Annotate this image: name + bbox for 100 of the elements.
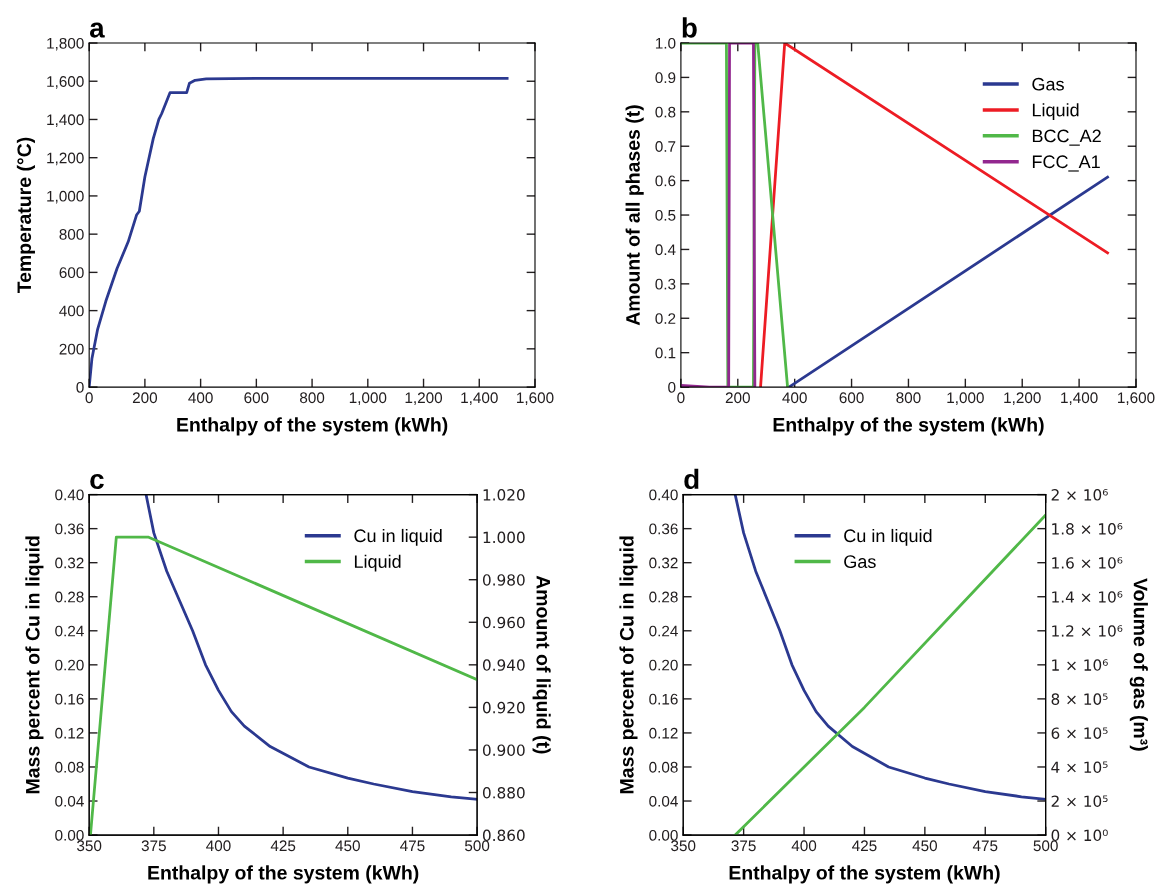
y-tick-label: 800 bbox=[59, 229, 84, 240]
y-tick-label: 0.28 bbox=[649, 591, 678, 603]
y2-tick-label: 0.900 bbox=[482, 744, 525, 756]
y-tick-label: 0.12 bbox=[55, 727, 84, 739]
y-tick-label: 400 bbox=[59, 305, 84, 317]
y-tick-label: 0.40 bbox=[649, 489, 678, 501]
legend-label: Gas bbox=[1032, 77, 1064, 91]
y2-tick-label: 0.980 bbox=[482, 574, 525, 586]
y-tick-label: 0.20 bbox=[55, 659, 84, 671]
y-tick-label: 1,000 bbox=[47, 190, 84, 204]
y-tick-label: 0.36 bbox=[649, 523, 678, 535]
x-tick-label: 475 bbox=[972, 840, 998, 852]
y-tick-label: 0.08 bbox=[55, 761, 84, 773]
y2-tick-label: 0.860 bbox=[482, 829, 525, 842]
y-tick-label: 0.2 bbox=[655, 313, 676, 324]
y-tick-label: 0.16 bbox=[649, 693, 678, 705]
chart-title: d bbox=[684, 468, 699, 490]
x-tick-label: 500 bbox=[1033, 840, 1058, 852]
y-tick-label: 0.3 bbox=[655, 278, 676, 290]
y2-tick-label: 2 × 10⁵ bbox=[1051, 795, 1108, 808]
y2-tick-label: 0.880 bbox=[482, 786, 525, 799]
x-tick-label: 450 bbox=[335, 840, 360, 852]
legend-label: Liquid bbox=[1032, 103, 1079, 120]
y-tick-label: 0.12 bbox=[649, 727, 678, 739]
y-tick-label: 1,600 bbox=[47, 76, 84, 89]
x-tick-label: 1,000 bbox=[349, 392, 387, 405]
x-tick-label: 400 bbox=[206, 840, 231, 852]
y2-tick-label: 0.940 bbox=[482, 659, 525, 671]
x-tick-label: 475 bbox=[400, 840, 425, 852]
line-series bbox=[144, 494, 478, 801]
x-tick-label: 350 bbox=[671, 840, 696, 852]
legend-label: Cu in liquid bbox=[354, 528, 442, 546]
x-tick-label: 375 bbox=[141, 840, 166, 852]
y-tick-label: 0.32 bbox=[55, 557, 84, 569]
x-tick-label: 1,000 bbox=[947, 392, 984, 405]
y-tick-label: 0 bbox=[76, 381, 84, 393]
y2-tick-label: 4 × 10⁵ bbox=[1051, 761, 1108, 773]
y2-tick-label: 1.020 bbox=[483, 489, 525, 501]
x-tick-label: 400 bbox=[782, 392, 807, 404]
legend-label: FCC_A1 bbox=[1032, 155, 1100, 172]
chart-title: a bbox=[89, 22, 105, 38]
y-tick-label: 1,200 bbox=[47, 152, 84, 166]
y-tick-label: 0.16 bbox=[55, 693, 84, 705]
y-tick-label: 1,400 bbox=[47, 114, 84, 127]
legend-label: Gas bbox=[844, 555, 876, 569]
y-tick-label: 0.40 bbox=[55, 489, 84, 501]
x-tick-label: 200 bbox=[725, 392, 750, 404]
x-tick-label: 1,200 bbox=[1004, 392, 1041, 405]
x-tick-label: 800 bbox=[300, 392, 325, 404]
y-tick-label: 0.6 bbox=[655, 175, 676, 187]
x-tick-label: 375 bbox=[731, 840, 756, 852]
y-tick-label: 0.04 bbox=[649, 795, 678, 807]
y-tick-label: 0.9 bbox=[655, 72, 676, 84]
y2-tick-label: 1 × 10⁶ bbox=[1052, 659, 1108, 671]
chart-title: c bbox=[90, 473, 104, 490]
y-tick-label: 0.1 bbox=[655, 347, 676, 359]
y-axis-title: Mass percent of Cu in liquid bbox=[619, 536, 638, 794]
y2-tick-label: 0.920 bbox=[482, 701, 525, 714]
y-tick-label: 1.0 bbox=[655, 37, 676, 49]
y2-tick-label: 1.000 bbox=[483, 531, 525, 544]
y-tick-label: 0.04 bbox=[55, 795, 84, 807]
y2-tick-label: 0 × 10⁰ bbox=[1051, 829, 1108, 842]
x-tick-label: 400 bbox=[188, 392, 213, 404]
y-tick-label: 0.20 bbox=[649, 659, 678, 671]
x-tick-label: 1,400 bbox=[461, 392, 498, 405]
y2-tick-label: 1.4 × 10⁶ bbox=[1052, 591, 1123, 603]
x-tick-label: 0 bbox=[85, 392, 93, 404]
x-tick-label: 1,200 bbox=[405, 392, 443, 405]
line-series bbox=[89, 76, 509, 388]
y-tick-label: 0.00 bbox=[55, 829, 84, 841]
x-tick-label: 350 bbox=[77, 840, 102, 852]
y-tick-label: 600 bbox=[59, 267, 84, 279]
y-tick-label: 0.32 bbox=[649, 557, 678, 569]
x-axis-title: Enthalpy of the system (kWh) bbox=[773, 417, 1044, 436]
y-tick-label: 0.00 bbox=[649, 829, 678, 841]
legend-label: BCC_A2 bbox=[1032, 129, 1101, 146]
x-tick-label: 800 bbox=[896, 392, 921, 404]
y-axis-title: Amount of all phases (t) bbox=[625, 105, 644, 326]
legend-label: Cu in liquid bbox=[844, 528, 932, 546]
x-tick-label: 500 bbox=[464, 840, 490, 852]
y2-axis-title: Amount of liquid (t) bbox=[532, 575, 551, 754]
y2-tick-label: 2 × 10⁶ bbox=[1051, 489, 1108, 501]
y-tick-label: 200 bbox=[59, 343, 84, 355]
x-tick-label: 1,600 bbox=[517, 392, 554, 405]
x-tick-label: 425 bbox=[852, 840, 877, 852]
y-tick-label: 0.24 bbox=[55, 625, 84, 637]
y2-tick-label: 6 × 10⁵ bbox=[1051, 727, 1108, 739]
y2-tick-label: 0.960 bbox=[482, 616, 525, 629]
y-tick-label: 0.7 bbox=[655, 141, 676, 152]
y2-tick-label: 1.8 × 10⁶ bbox=[1052, 523, 1123, 535]
y2-axis-title: Volume of gas (m³) bbox=[1129, 578, 1148, 751]
y-tick-label: 1,800 bbox=[47, 37, 84, 51]
x-tick-label: 425 bbox=[270, 840, 296, 852]
x-axis-title: Enthalpy of the system (kWh) bbox=[729, 865, 1000, 884]
x-axis-title: Enthalpy of the system (kWh) bbox=[148, 865, 419, 884]
x-tick-label: 1,600 bbox=[1118, 392, 1155, 405]
y-tick-label: 0 bbox=[668, 381, 676, 393]
y-tick-label: 0.24 bbox=[649, 625, 678, 637]
y-tick-label: 0.8 bbox=[655, 106, 676, 118]
x-tick-label: 600 bbox=[839, 392, 864, 404]
